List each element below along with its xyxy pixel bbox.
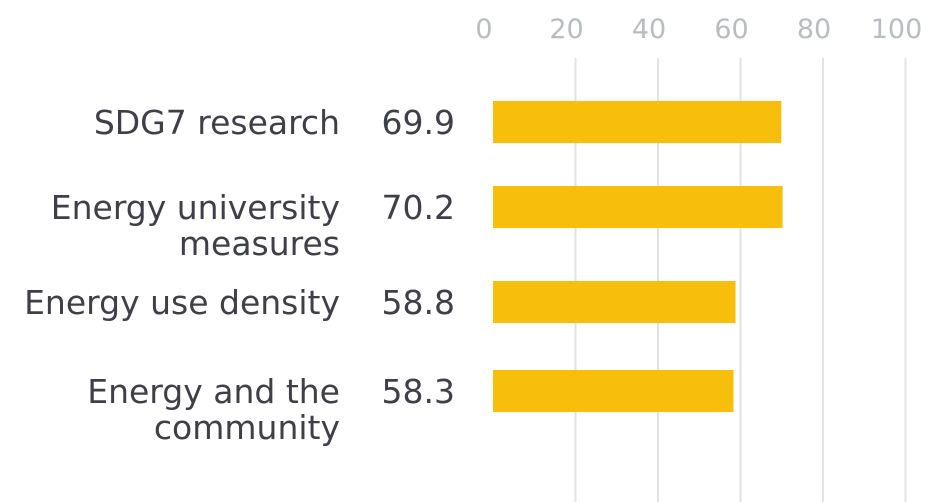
category-label: Energy use density (24, 283, 340, 322)
category-label: community (154, 408, 340, 447)
x-tick-label: 0 (475, 14, 492, 45)
x-tick-label: 100 (871, 14, 923, 45)
category-label: Energy and the (87, 372, 340, 411)
category-label: Energy university (51, 188, 340, 227)
category-label: SDG7 research (94, 103, 340, 142)
x-tick-label: 60 (714, 14, 748, 45)
x-axis-ticks: 0 20 40 60 80 100 (475, 14, 922, 45)
category-label: measures (179, 224, 340, 263)
bar (493, 186, 783, 228)
bar (493, 281, 736, 323)
bars (493, 101, 783, 412)
data-label: 58.3 (382, 372, 455, 411)
bar (493, 370, 734, 412)
x-tick-label: 40 (632, 14, 666, 45)
x-tick-label: 80 (797, 14, 831, 45)
bar (493, 101, 782, 143)
data-label: 58.8 (382, 283, 455, 322)
x-tick-label: 20 (549, 14, 583, 45)
data-label: 69.9 (382, 103, 455, 142)
data-label: 70.2 (382, 188, 455, 227)
value-labels: 69.9 70.2 58.8 58.3 (382, 103, 455, 411)
